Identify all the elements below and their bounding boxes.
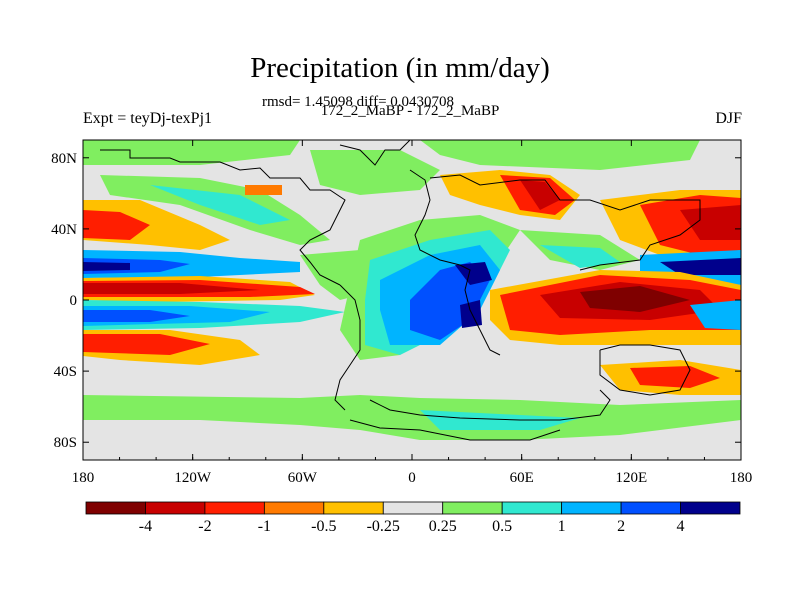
colorbar-level-label: 1	[557, 518, 566, 535]
anom-atlantic-green	[310, 150, 440, 195]
stats-line: rmsd= 1.45098 diff= 0.0430708	[261, 94, 455, 110]
x-tick-label: 180	[72, 470, 95, 486]
anom-indo-maroon	[580, 286, 690, 312]
anom-asia-cyan	[540, 245, 620, 268]
y-tick-label: 80S	[54, 435, 77, 451]
colorbar-swatch	[620, 501, 681, 515]
colorbar-level-label: -1	[257, 518, 272, 535]
colorbar-swatch	[85, 501, 146, 515]
colorbar-swatch	[680, 501, 741, 515]
anom-south-indian-red	[630, 366, 720, 388]
continent-outlines	[100, 140, 701, 441]
colorbar-level-label: 0.5	[492, 518, 513, 535]
colorbar-swatch	[263, 501, 325, 515]
anom-pac-darkblue-south	[83, 310, 190, 322]
anom-arctic-green-east	[420, 140, 700, 170]
x-tick-label: 60W	[288, 470, 318, 486]
coast-australia	[599, 344, 691, 396]
colorbar-swatch	[501, 501, 563, 515]
anom-pac-darkred-eq	[83, 283, 260, 294]
colorbar-level-label: -0.5	[311, 518, 337, 535]
anom-sw-pac-blue	[690, 300, 741, 330]
anom-southern-cyan	[420, 410, 580, 430]
x-tick-label: 120W	[174, 470, 212, 486]
x-tick-label: 0	[408, 470, 416, 486]
experiment-label: Expt = teyDj-texPj1	[83, 110, 213, 127]
colorbar-swatch	[442, 501, 503, 515]
x-axis: 180 120W 60W 0 60E 120E 180	[72, 140, 753, 486]
anom-sa-red-small	[245, 185, 282, 195]
page-title: Precipitation (in mm/day)	[250, 52, 550, 84]
anom-arctic-green	[83, 140, 300, 165]
coast-asia	[429, 174, 701, 271]
y-axis: 80N 40N 0 40S 80S	[51, 151, 741, 451]
y-tick-label: 40S	[54, 364, 77, 380]
anom-wpac-navy-band	[660, 258, 741, 275]
coast-europe-africa	[409, 169, 501, 356]
colorbar	[85, 501, 741, 515]
anom-africa-navy	[455, 262, 492, 285]
map-field	[83, 140, 741, 460]
coast-north-america	[100, 149, 346, 286]
colorbar-swatch	[561, 501, 622, 515]
anom-africa-navy2	[460, 300, 482, 328]
x-tick-label: 60E	[510, 470, 534, 486]
colorbar-level-label: -4	[138, 518, 153, 535]
colorbar-swatch	[145, 501, 206, 515]
anom-eurasia-darkred	[520, 180, 560, 210]
anom-na-cyan	[150, 185, 290, 225]
coast-south-america	[334, 284, 361, 411]
anom-pac-navy-north	[83, 262, 130, 271]
coast-greenland	[339, 140, 411, 166]
colorbar-swatch	[323, 501, 384, 515]
colorbar-level-label: 0.25	[428, 518, 457, 535]
coast-antarctica	[369, 389, 611, 421]
colorbar-level-label: 2	[617, 518, 626, 535]
anom-southern-green	[83, 395, 741, 440]
y-tick-label: 40N	[51, 222, 77, 238]
season-label: DJF	[715, 110, 742, 127]
x-tick-label: 180	[730, 470, 753, 486]
colorbar-level-label: 4	[676, 518, 685, 535]
x-tick-label: 120E	[615, 470, 647, 486]
colorbar-swatch	[204, 501, 265, 515]
anom-wpac-darkred-north	[680, 205, 741, 240]
colorbar-level-label: -0.25	[366, 518, 400, 535]
colorbar-swatch	[382, 501, 444, 515]
colorbar-level-label: -2	[198, 518, 212, 535]
comparison-line: 172_2_MaBP - 172_2_MaBP	[320, 103, 500, 119]
anom-pac-red-south	[83, 334, 210, 355]
coast-antarctica-south	[349, 419, 561, 441]
anom-west-pac-red-north	[83, 210, 150, 240]
y-tick-label: 0	[70, 293, 78, 309]
y-tick-label: 80N	[51, 151, 77, 167]
